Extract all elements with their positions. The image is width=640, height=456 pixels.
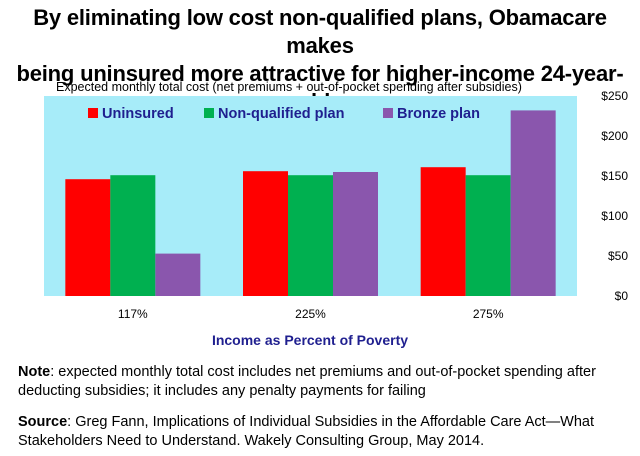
y-tick-label: $0 bbox=[615, 289, 629, 303]
bar bbox=[65, 179, 111, 296]
source-lead: Source bbox=[18, 414, 68, 430]
y-tick-label: $150 bbox=[601, 169, 628, 183]
note-text: : expected monthly total cost includes n… bbox=[18, 364, 596, 399]
legend-swatch bbox=[204, 108, 214, 118]
y-axis: $0 $50 $100 $150 $200 $250 bbox=[601, 89, 628, 303]
chart-title-line-1: By eliminating low cost non-qualified pl… bbox=[33, 5, 607, 58]
legend: Uninsured Non-qualified plan Bronze plan bbox=[88, 106, 480, 122]
legend-label: Uninsured bbox=[102, 106, 174, 122]
legend-label: Bronze plan bbox=[397, 106, 480, 122]
y-tick-label: $200 bbox=[601, 129, 628, 143]
x-tick-label: 275% bbox=[473, 307, 504, 321]
chart-title-line-2: being uninsured more attractive for high… bbox=[16, 61, 624, 114]
y-tick-label: $100 bbox=[601, 209, 628, 223]
x-tick-label: 225% bbox=[295, 307, 326, 321]
x-tick-label: 117% bbox=[118, 307, 148, 321]
source: Source: Greg Fann, Implications of Indiv… bbox=[18, 413, 628, 451]
bar bbox=[420, 167, 466, 296]
bar bbox=[155, 253, 201, 296]
legend-swatch bbox=[88, 108, 98, 118]
x-axis: 117% 225% 275% bbox=[118, 307, 504, 321]
bar-chart: Expected monthly total cost (net premium… bbox=[44, 80, 628, 348]
chart-subtitle: Expected monthly total cost (net premium… bbox=[56, 80, 522, 94]
x-axis-label: Income as Percent of Poverty bbox=[212, 332, 408, 348]
bar bbox=[333, 172, 378, 296]
bar bbox=[465, 175, 511, 296]
chart-title: By eliminating low cost non-qualified pl… bbox=[0, 4, 640, 116]
y-tick-label: $50 bbox=[608, 249, 628, 263]
bar bbox=[510, 110, 556, 297]
bar bbox=[288, 175, 333, 296]
bar bbox=[110, 175, 156, 296]
legend-label: Non-qualified plan bbox=[218, 106, 344, 122]
bar bbox=[243, 171, 288, 296]
y-tick-label: $250 bbox=[601, 89, 628, 103]
source-text: : Greg Fann, Implications of Individual … bbox=[18, 414, 595, 449]
note-lead: Note bbox=[18, 364, 51, 380]
note: Note: expected monthly total cost includ… bbox=[18, 363, 628, 401]
bars bbox=[65, 110, 556, 297]
legend-swatch bbox=[383, 108, 393, 118]
